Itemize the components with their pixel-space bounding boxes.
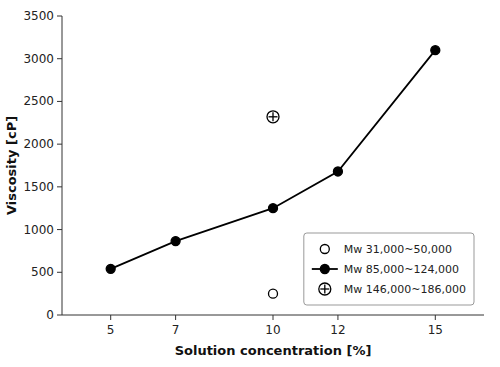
x-tick: [337, 315, 338, 320]
y-tick-label: 2500: [23, 94, 54, 108]
y-tick-label: 3000: [23, 52, 54, 66]
legend: Mw 31,000~50,000 Mw 85,000~124,000 Mw 146,…: [304, 233, 474, 305]
y-tick-label: 500: [31, 265, 54, 279]
y-tick-label: 1000: [23, 223, 54, 237]
filled-circle-marker: [269, 204, 278, 213]
x-tick-label: 12: [330, 323, 345, 337]
filled-circle-marker: [106, 264, 115, 273]
x-tick-label: 7: [172, 323, 180, 337]
y-tick-label: 1500: [23, 180, 54, 194]
legend-label: Mw 85,000~124,000: [344, 263, 459, 276]
open-circle-marker: [269, 289, 278, 298]
legend-label: Mw 146,000~186,000: [344, 283, 466, 296]
x-tick: [273, 315, 274, 320]
chart-container: 5 7 10 12 15 0 500 1000 1500 2000 2500 3000 3500 Solu…: [0, 0, 500, 367]
y-axis-line: [62, 16, 63, 315]
legend-swatch: [320, 245, 329, 254]
marker-cross-v: [272, 112, 273, 121]
filled-circle-marker: [333, 167, 342, 176]
y-tick: [57, 58, 62, 59]
legend-box: [304, 233, 474, 305]
chart-svg: 5 7 10 12 15 0 500 1000 1500 2000 2500 3000 3500 Solu…: [0, 0, 500, 367]
x-tick-label: 15: [428, 323, 443, 337]
y-tick: [57, 315, 62, 316]
y-tick: [57, 16, 62, 17]
x-tick: [435, 315, 436, 320]
filled-circle-marker: [171, 237, 180, 246]
filled-circle-marker: [431, 46, 440, 55]
marker-cross-v: [324, 285, 325, 294]
legend-swatch: [320, 265, 329, 274]
x-tick: [175, 315, 176, 320]
x-tick-label: 10: [265, 323, 280, 337]
legend-label: Mw 31,000~50,000: [344, 243, 452, 256]
legend-swatch: [319, 283, 331, 295]
x-tick-label: 5: [107, 323, 115, 337]
y-tick: [57, 229, 62, 230]
y-tick: [57, 272, 62, 273]
circled-plus-marker: [267, 111, 279, 123]
y-tick-label: 2000: [23, 137, 54, 151]
y-tick-label: 3500: [23, 9, 54, 23]
x-axis-label: Solution concentration [%]: [175, 343, 372, 358]
y-tick: [57, 186, 62, 187]
marker-ring: [319, 283, 331, 295]
y-tick: [57, 101, 62, 102]
x-tick: [110, 315, 111, 320]
y-tick-label: 0: [46, 308, 54, 322]
y-tick: [57, 144, 62, 145]
marker-ring: [267, 111, 279, 123]
y-axis-label: Viscosity [cP]: [4, 116, 19, 215]
